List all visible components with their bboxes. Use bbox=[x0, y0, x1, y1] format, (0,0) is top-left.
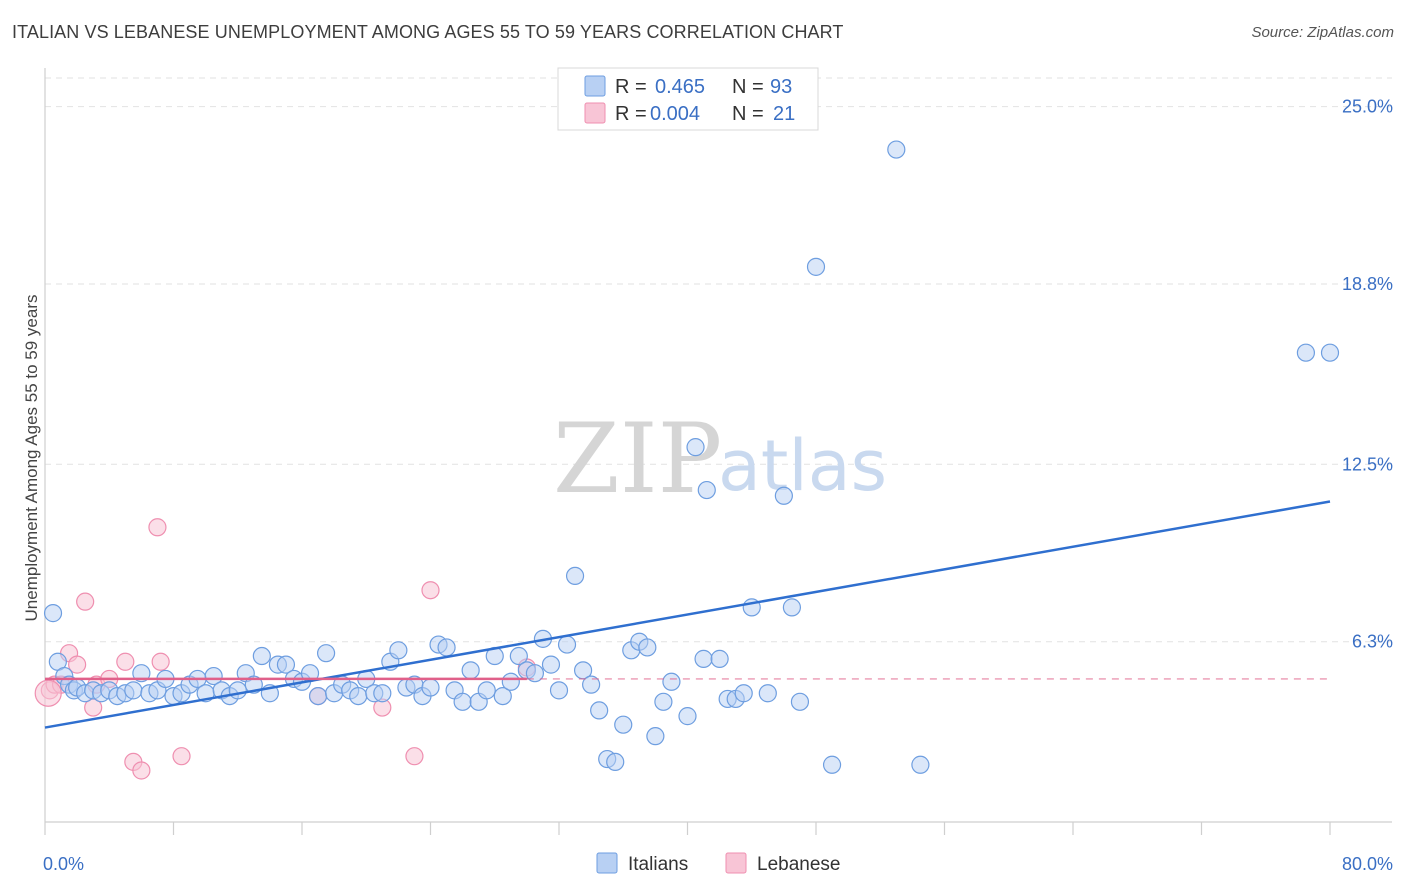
y-tick-label-1: 12.5% bbox=[1342, 454, 1393, 474]
bottom-legend-swatch-italians bbox=[596, 852, 618, 874]
italians-point-13 bbox=[132, 664, 151, 683]
italians-point-59 bbox=[501, 672, 520, 691]
lebanese-point-5 bbox=[76, 592, 95, 611]
italians-point-96 bbox=[911, 755, 930, 774]
italians-point-28 bbox=[252, 646, 271, 666]
legend-swatch-lebanese bbox=[584, 102, 606, 124]
italians-point-76 bbox=[638, 638, 657, 657]
italians-point-0 bbox=[43, 604, 63, 623]
italians-point-40 bbox=[349, 686, 368, 706]
legend-n-label-2: N = bbox=[732, 103, 764, 125]
italians-point-82 bbox=[694, 649, 713, 668]
lebanese-point-14 bbox=[172, 747, 191, 766]
watermark-zip: ZIP bbox=[553, 403, 722, 515]
italians-point-84 bbox=[710, 649, 729, 668]
italians-point-43 bbox=[373, 684, 392, 703]
italians-point-36 bbox=[316, 644, 336, 663]
lebanese-point-12 bbox=[148, 518, 167, 537]
y-tick-label-0: 6.3% bbox=[1352, 632, 1393, 652]
series-legend: Italians Lebanese bbox=[596, 852, 840, 875]
italians-point-25 bbox=[228, 681, 247, 700]
chart-title: ITALIAN VS LEBANESE UNEMPLOYMENT AMONG A… bbox=[12, 22, 844, 42]
lebanese-point-18 bbox=[421, 581, 440, 600]
italians-point-78 bbox=[654, 692, 673, 711]
lebanese-point-13 bbox=[151, 652, 170, 671]
lebanese-point-20 bbox=[34, 679, 62, 707]
y-tick-label-3: 25.0% bbox=[1342, 97, 1393, 117]
italians-point-60 bbox=[509, 646, 528, 666]
trend-lines bbox=[44, 500, 1331, 729]
legend-r-label-2: R = bbox=[615, 103, 647, 125]
legend-n-value-1: 93 bbox=[770, 76, 792, 98]
lebanese-point-17 bbox=[405, 747, 424, 766]
italians-point-90 bbox=[774, 486, 793, 505]
lebanese-point-11 bbox=[132, 761, 151, 780]
watermark: ZIP atlas bbox=[553, 403, 887, 515]
legend-n-label-1: N = bbox=[732, 76, 764, 98]
chart-source: Source: ZipAtlas.com bbox=[1251, 24, 1394, 41]
y-tick-label-2: 18.8% bbox=[1342, 274, 1393, 294]
italians-points bbox=[43, 140, 1340, 774]
italians-point-80 bbox=[678, 707, 697, 726]
italians-point-54 bbox=[461, 661, 480, 680]
italians-point-81 bbox=[686, 438, 705, 457]
x-tick-labels: 0.0% 80.0% bbox=[43, 854, 1393, 874]
italians-point-73 bbox=[614, 715, 633, 734]
bottom-legend-italians: Italians bbox=[628, 854, 688, 875]
italians-point-70 bbox=[590, 701, 609, 720]
x-tick-label-1: 80.0% bbox=[1342, 854, 1393, 874]
italians-point-58 bbox=[493, 686, 512, 706]
legend-r-value-2: 0.004 bbox=[650, 103, 700, 125]
lebanese-point-9 bbox=[116, 652, 135, 671]
italians-point-94 bbox=[822, 755, 842, 774]
italians-point-89 bbox=[758, 684, 777, 703]
italians-point-93 bbox=[806, 257, 826, 276]
italians-point-22 bbox=[204, 666, 223, 686]
italians-point-53 bbox=[453, 692, 472, 711]
italians-point-77 bbox=[646, 727, 665, 746]
italians-point-72 bbox=[606, 752, 625, 772]
italians-point-92 bbox=[790, 692, 810, 711]
italians-point-64 bbox=[541, 655, 561, 674]
italians-point-83 bbox=[697, 480, 716, 500]
bottom-legend-lebanese: Lebanese bbox=[757, 854, 840, 875]
y-tick-labels: 6.3% 12.5% 18.8% 25.0% bbox=[1342, 97, 1393, 652]
italians-point-97 bbox=[1296, 343, 1316, 362]
italians-point-12 bbox=[124, 681, 143, 700]
italians-point-66 bbox=[557, 635, 577, 654]
italians-point-35 bbox=[308, 686, 328, 706]
italians-point-31 bbox=[276, 655, 296, 674]
italians-point-87 bbox=[734, 684, 753, 703]
italians-point-69 bbox=[582, 675, 601, 694]
lebanese-point-4 bbox=[68, 655, 87, 674]
italians-point-56 bbox=[477, 681, 496, 700]
italians-point-62 bbox=[525, 664, 545, 683]
italians-trend-line bbox=[44, 500, 1331, 729]
watermark-atlas: atlas bbox=[718, 425, 887, 507]
italians-point-51 bbox=[437, 638, 456, 657]
legend-r-value-1: 0.465 bbox=[655, 76, 705, 98]
legend-n-value-2: 21 bbox=[773, 103, 795, 125]
italians-point-98 bbox=[1320, 343, 1340, 362]
x-tick-label-0: 0.0% bbox=[43, 854, 84, 874]
italians-point-91 bbox=[782, 598, 802, 617]
italians-point-49 bbox=[421, 678, 440, 697]
bottom-legend-swatch-lebanese bbox=[725, 852, 747, 874]
lebanese-points bbox=[34, 518, 536, 780]
italians-point-67 bbox=[565, 566, 585, 586]
grid-lines bbox=[45, 77, 1392, 643]
italians-point-65 bbox=[549, 681, 569, 700]
italians-point-45 bbox=[389, 641, 408, 660]
italians-point-79 bbox=[662, 672, 681, 691]
legend-r-label-1: R = bbox=[615, 76, 647, 98]
italians-point-95 bbox=[887, 140, 906, 159]
y-axis-label: Unemployment Among Ages 55 to 59 years bbox=[22, 295, 41, 622]
legend-swatch-italians bbox=[584, 75, 606, 97]
correlation-legend: R = 0.465 N = 93 R = 0.004 N = 21 bbox=[557, 67, 819, 131]
